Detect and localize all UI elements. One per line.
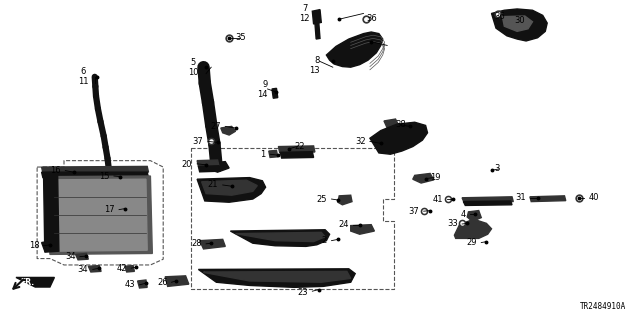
Text: 9
14: 9 14 [257, 80, 268, 99]
Polygon shape [88, 266, 101, 272]
Polygon shape [467, 211, 481, 221]
Text: 34: 34 [65, 252, 76, 261]
Polygon shape [272, 88, 278, 98]
Polygon shape [16, 277, 54, 287]
Polygon shape [384, 119, 398, 130]
Text: 40: 40 [589, 193, 599, 202]
Text: 26: 26 [157, 278, 168, 287]
Polygon shape [230, 230, 330, 246]
Polygon shape [502, 16, 532, 31]
Text: 20: 20 [182, 160, 192, 169]
Polygon shape [454, 219, 492, 238]
Polygon shape [42, 166, 148, 173]
Text: 3: 3 [495, 164, 500, 173]
Polygon shape [204, 271, 351, 282]
Text: 19: 19 [430, 173, 440, 182]
Text: 15: 15 [100, 172, 110, 180]
Text: 28: 28 [191, 239, 202, 248]
Text: 17: 17 [104, 205, 115, 214]
Polygon shape [165, 276, 189, 286]
Text: 16: 16 [50, 166, 61, 175]
Text: 18: 18 [29, 241, 40, 250]
Polygon shape [200, 239, 225, 249]
Text: 5
10: 5 10 [188, 58, 198, 76]
Polygon shape [52, 179, 147, 251]
Polygon shape [42, 241, 54, 251]
Polygon shape [44, 172, 59, 252]
Text: 25: 25 [316, 195, 326, 204]
Text: 23: 23 [298, 288, 308, 297]
Polygon shape [198, 166, 220, 172]
Text: 32: 32 [355, 137, 366, 146]
Text: FR.: FR. [20, 278, 35, 287]
Polygon shape [338, 195, 352, 205]
Polygon shape [413, 173, 434, 183]
Polygon shape [138, 280, 147, 288]
Text: 33: 33 [447, 220, 458, 228]
Text: 27: 27 [210, 122, 221, 131]
Text: 8
13: 8 13 [309, 56, 320, 75]
Polygon shape [197, 178, 266, 202]
Polygon shape [221, 126, 236, 135]
Polygon shape [312, 10, 321, 24]
Polygon shape [463, 201, 512, 205]
Polygon shape [198, 269, 355, 287]
Text: 21: 21 [207, 180, 218, 189]
Polygon shape [125, 266, 134, 272]
Text: TR2484910A: TR2484910A [580, 302, 626, 311]
Polygon shape [197, 160, 219, 166]
Polygon shape [530, 196, 566, 202]
Polygon shape [370, 122, 428, 154]
Text: 1: 1 [260, 150, 266, 159]
Polygon shape [492, 9, 547, 41]
Text: 37: 37 [193, 137, 204, 146]
Text: 29: 29 [467, 238, 477, 247]
Polygon shape [278, 146, 315, 153]
Polygon shape [269, 150, 278, 157]
Text: 35: 35 [236, 33, 246, 42]
Text: 43: 43 [125, 280, 136, 289]
Text: 36: 36 [367, 14, 378, 23]
Polygon shape [462, 197, 513, 202]
Text: 6
11: 6 11 [78, 68, 88, 86]
Polygon shape [315, 22, 320, 39]
Text: 7
12: 7 12 [300, 4, 310, 23]
Text: 24: 24 [339, 220, 349, 229]
Text: 34: 34 [77, 265, 88, 274]
Polygon shape [208, 162, 229, 172]
Polygon shape [42, 172, 148, 178]
Text: 2: 2 [321, 236, 326, 245]
Polygon shape [48, 176, 152, 254]
Polygon shape [326, 32, 383, 67]
Text: 31: 31 [515, 193, 526, 202]
Text: 38: 38 [396, 120, 406, 129]
Text: 41: 41 [433, 195, 443, 204]
Polygon shape [236, 232, 325, 242]
Text: 22: 22 [294, 142, 305, 151]
Polygon shape [280, 152, 314, 158]
Text: 30: 30 [514, 16, 525, 25]
Polygon shape [202, 180, 257, 195]
Text: 42: 42 [116, 264, 127, 273]
Text: 36: 36 [495, 12, 506, 20]
Polygon shape [101, 171, 112, 182]
Polygon shape [76, 253, 88, 260]
Polygon shape [351, 225, 374, 234]
Text: 37: 37 [408, 207, 419, 216]
Text: 4: 4 [461, 210, 466, 219]
